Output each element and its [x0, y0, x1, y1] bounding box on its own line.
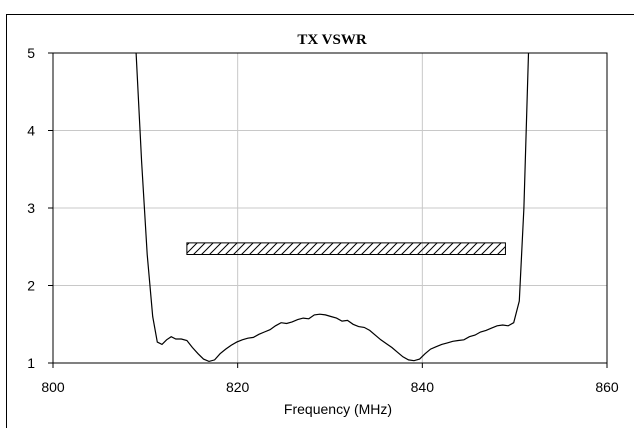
- y-tick-label: 4: [27, 123, 35, 139]
- y-tick-label: 1: [27, 355, 35, 371]
- vswr-series-line: [135, 53, 530, 363]
- series-group: [135, 53, 530, 363]
- y-tick-label: 3: [27, 200, 35, 216]
- spec-limit-band: [186, 242, 506, 255]
- axes: 800 820 840 860 1 2 3 4 5: [27, 45, 619, 395]
- grid: [53, 53, 607, 363]
- x-tick-label: 860: [595, 379, 619, 395]
- y-tick-label: 5: [27, 45, 35, 61]
- spec-band-group: [186, 242, 506, 255]
- x-tick-label: 820: [226, 379, 250, 395]
- y-tick-label: 2: [27, 278, 35, 294]
- x-tick-label: 800: [41, 379, 65, 395]
- x-tick-label: 840: [411, 379, 435, 395]
- chart-title: TX VSWR: [297, 32, 366, 48]
- x-axis-label: Frequency (MHz): [284, 401, 392, 417]
